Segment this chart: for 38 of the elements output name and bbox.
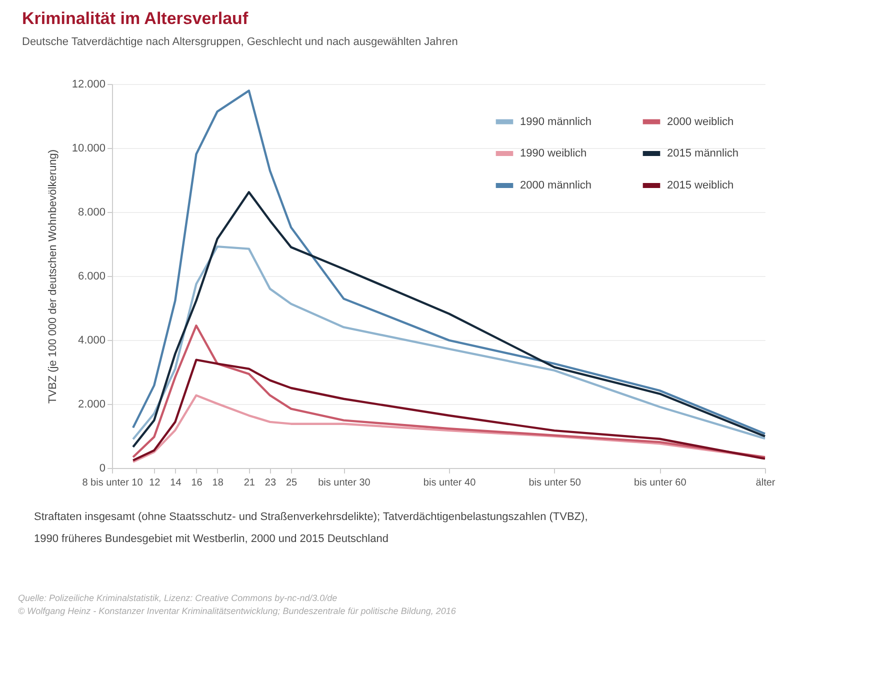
x-tick-label: 8 bis unter 10 (82, 478, 144, 488)
text: Straftaten insgesamt (ohne Staatsschutz- und Straßenverkehrsdelikte); Tatverdächtigenbelastungszahlen (TVBZ), (34, 510, 589, 525)
text: 1990 früheres Bundesgebiet mit Westberlin, 2000 und 2015 Deutschland (34, 532, 390, 547)
legend-label: 2015 weiblich (667, 180, 734, 192)
line-series (132, 358, 766, 462)
line-series (132, 324, 766, 458)
y-tick-label: 10.000 (72, 142, 106, 154)
x-tick-label: bis unter 60 (634, 478, 687, 488)
legend-label: 1990 männlich (520, 116, 592, 128)
y-tick-label: 12.000 (72, 78, 106, 90)
x-tick-label: 14 (170, 478, 182, 488)
y-tick-label: 6.000 (78, 270, 106, 282)
x-tick-label: 23 (264, 478, 276, 488)
x-tick-label: 21 (244, 478, 256, 488)
x-tick-label: 12 (149, 478, 161, 488)
chart-subtitle: Deutsche Tatverdächtige nach Altersgruppen, Geschlecht und nach ausgewählten Jahren (22, 36, 458, 48)
y-tick-label: 4.000 (78, 334, 106, 346)
chart-title: Kriminalität im Altersverlauf (22, 9, 248, 28)
legend-label: 1990 weiblich (520, 148, 587, 160)
x-tick-label: 18 (212, 478, 224, 488)
line-series (132, 245, 766, 440)
legend-label: 2000 weiblich (667, 116, 734, 128)
legend-label: 2015 männlich (667, 148, 739, 160)
x-tick-label: älter (756, 478, 776, 488)
line-series (132, 90, 766, 435)
source-note: Quelle: Polizeiliche Kriminalstatistik, Lizenz: Creative Commons by-nc-nd/3.0/de (18, 592, 338, 605)
line-series (132, 191, 766, 448)
x-tick-label: bis unter 50 (528, 478, 582, 488)
x-tick-label: bis unter 30 (318, 478, 371, 488)
legend-label: 2000 männlich (520, 180, 592, 192)
y-tick-label: 0 (99, 462, 106, 474)
x-tick-label: 25 (286, 478, 298, 488)
x-tick-label: bis unter 40 (423, 478, 476, 488)
text: © Wolfgang Heinz - Konstanzer Inventar Kriminalitätsentwicklung; Bundeszentrale für politische Bildung, 2016 (18, 605, 457, 618)
x-tick-label: 16 (191, 478, 203, 488)
y-tick-label: 2.000 (78, 398, 106, 410)
y-axis-title: TVBZ (je 100 000 der deutschen Wohnbevölkerung) (46, 149, 59, 404)
y-tick-label: 8.000 (78, 206, 106, 218)
